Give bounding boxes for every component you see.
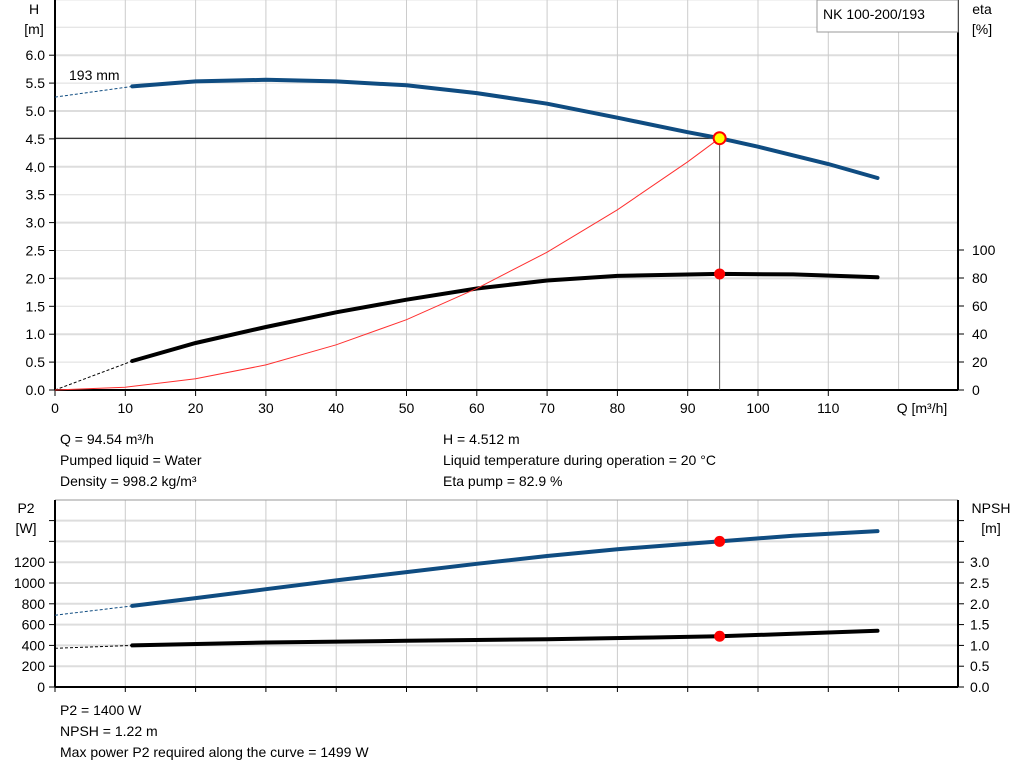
info-npsh: NPSH = 1.22 m [60,723,158,739]
eta-tick-label: 40 [972,326,988,342]
h-tick-label: 0.5 [26,354,46,370]
p2-tick-label: 1000 [14,575,45,591]
h-tick-label: 6.0 [26,47,46,63]
eta-tick-label: 20 [972,354,988,370]
head-curve-extrapolated [54,85,133,98]
info-eta: Eta pump = 82.9 % [443,473,563,489]
curve-label: 193 mm [69,67,120,83]
eta-tick-label: 100 [972,242,996,258]
eta-tick-label: 80 [972,270,988,286]
q-tick-label: 20 [188,400,204,416]
h-tick-label: 4.0 [26,159,46,175]
npsh-tick-label: 2.0 [970,596,990,612]
p2-tick-label: 400 [22,637,46,653]
eta-axis-label: eta [972,1,992,17]
h-tick-label: 4.5 [26,131,46,147]
npsh-tick-label: 0.5 [970,658,990,674]
npsh-curve [130,628,880,648]
npsh-tick-label: 1.0 [970,637,990,653]
h-tick-label: 3.5 [26,187,46,203]
eta-curve [130,271,880,363]
info-p2: P2 = 1400 W [60,702,142,718]
p2-tick-label: 1200 [14,554,45,570]
h-tick-label: 2.5 [26,243,46,259]
head-curve [130,77,880,180]
q-tick-label: 50 [399,400,415,416]
eta-tick-label: 0 [972,382,980,398]
p2-curve-extrapolated [54,605,133,616]
p2-tick-label: 200 [22,658,46,674]
p2-axis-unit: [W] [16,520,37,536]
info-temperature: Liquid temperature during operation = 20… [443,452,716,468]
npsh-tick-label: 1.5 [970,617,990,633]
q-tick-label: 40 [328,400,344,416]
info-top-left: Q = 94.54 m³/h Pumped liquid = Water Den… [60,429,202,492]
p2-tick-label: 800 [22,596,46,612]
q-tick-label: 10 [118,400,134,416]
h-tick-label: 1.5 [26,298,46,314]
npsh-tick-label: 3.0 [970,554,990,570]
info-head: H = 4.512 m [443,431,520,447]
eta-tick-label: 60 [972,298,988,314]
system-curve [54,137,720,391]
npsh-tick-label: 0.0 [970,679,990,695]
info-top-right: H = 4.512 m Liquid temperature during op… [443,429,716,492]
npsh-tick-label: 2.5 [970,575,990,591]
q-tick-label: 100 [746,400,770,416]
info-liquid: Pumped liquid = Water [60,452,202,468]
eta-curve-extrapolated [54,360,133,391]
chart-title: NK 100-200/193 [823,6,925,22]
head-duty-point [712,131,727,146]
p2-duty-point [714,535,726,547]
p2-tick-label: 600 [22,617,46,633]
npsh-axis-unit: [m] [981,520,1000,536]
p2-tick-label: 0 [37,679,45,695]
h-axis-unit: [m] [24,21,43,37]
q-axis-label: Q [m³/h] [897,400,948,416]
h-tick-label: 2.0 [26,270,46,286]
info-density: Density = 998.2 kg/m³ [60,473,197,489]
q-tick-label: 90 [680,400,696,416]
p2-axis-label: P2 [17,500,34,516]
info-bottom: P2 = 1400 W NPSH = 1.22 m Max power P2 r… [60,700,369,763]
q-tick-label: 30 [258,400,274,416]
h-tick-label: 5.0 [26,103,46,119]
q-tick-label: 0 [51,400,59,416]
p2-curve [130,529,880,608]
h-tick-label: 0.0 [26,382,46,398]
npsh-axis-label: NPSH [972,500,1011,516]
npsh-curve-extrapolated [54,644,133,649]
eta-duty-point [714,268,726,280]
h-tick-label: 5.5 [26,75,46,91]
eta-axis-unit: [%] [972,21,992,37]
h-tick-label: 1.0 [26,326,46,342]
info-max-power: Max power P2 required along the curve = … [60,744,369,760]
q-tick-label: 110 [817,400,840,416]
h-axis-label: H [29,1,39,17]
npsh-duty-point [714,630,726,642]
h-tick-label: 3.0 [26,215,46,231]
q-tick-label: 60 [469,400,485,416]
title-box [816,0,959,33]
q-tick-label: 80 [610,400,626,416]
info-flow: Q = 94.54 m³/h [60,431,154,447]
q-tick-label: 70 [539,400,555,416]
